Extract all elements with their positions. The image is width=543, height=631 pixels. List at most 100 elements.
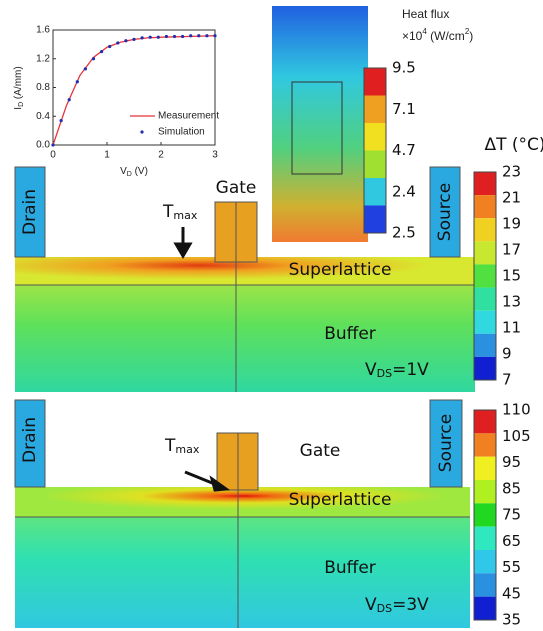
colorbar-segment xyxy=(474,573,496,596)
colorbar-label: 65 xyxy=(502,532,521,550)
colorbar-segment xyxy=(474,410,496,433)
heat-flux-unit: ×104 (W/cm2) xyxy=(402,27,473,43)
source-label: Source xyxy=(435,183,455,241)
colorbar-label: 95 xyxy=(502,453,521,471)
colorbar-label: 21 xyxy=(502,189,521,207)
colorbar-segment xyxy=(364,96,386,124)
colorbar-segment xyxy=(364,206,386,234)
simulation-point xyxy=(92,57,95,60)
colorbar-segment xyxy=(474,527,496,550)
colorbar-segment xyxy=(474,503,496,526)
colorbar-label: 13 xyxy=(502,293,521,311)
colorbar-label: 7 xyxy=(502,371,512,389)
bottom-panel: Drain Source Gate Superlattice Buffer VD… xyxy=(15,400,470,628)
simulation-point xyxy=(197,34,200,37)
colorbar-segment xyxy=(364,178,386,206)
colorbar-label: 19 xyxy=(502,215,521,233)
y-tick-label: 1.2 xyxy=(36,53,50,64)
simulation-point xyxy=(124,39,127,42)
simulation-point xyxy=(108,45,111,48)
heat-flux-map xyxy=(272,6,368,242)
colorbar-segment xyxy=(474,597,496,620)
colorbar-segment xyxy=(474,288,496,311)
colorbar-label: 9.5 xyxy=(392,59,416,77)
simulation-point xyxy=(116,41,119,44)
delta-t-title: ΔT (°C) xyxy=(484,135,543,155)
y-tick-label: 0.0 xyxy=(36,140,50,151)
simulation-point xyxy=(100,50,103,53)
tmax-label: Tmax xyxy=(162,202,198,222)
simulation-point xyxy=(84,67,87,70)
superlattice-label: Superlattice xyxy=(289,260,392,280)
y-tick-label: 1.6 xyxy=(36,25,50,36)
x-tick-label: 3 xyxy=(212,150,218,161)
figure: Heat flux ×104 (W/cm2) ΔT (°C) Drain Sou… xyxy=(0,0,543,631)
colorbar-label: 45 xyxy=(502,584,521,602)
colorbar-segment xyxy=(474,172,496,195)
colorbar-label: 75 xyxy=(502,506,521,524)
colorbar-label: 23 xyxy=(502,163,521,181)
simulation-point xyxy=(165,35,168,38)
colorbar-segment xyxy=(474,218,496,241)
simulation-point xyxy=(76,80,79,83)
colorbar-label: 7.1 xyxy=(392,100,416,118)
simulation-point xyxy=(149,36,152,39)
colorbar-label: 4.7 xyxy=(392,141,416,159)
superlattice xyxy=(15,487,470,517)
superlattice-label: Superlattice xyxy=(289,490,392,510)
gate-label: Gate xyxy=(216,178,257,198)
tmax-label: Tmax xyxy=(164,436,200,456)
colorbar-segment xyxy=(364,68,386,96)
simulation-point xyxy=(132,38,135,41)
x-axis-label: VD (V) xyxy=(120,166,148,178)
simulation-point xyxy=(205,34,208,37)
simulation-point xyxy=(60,119,63,122)
drain-label: Drain xyxy=(20,417,40,463)
bias-label: VDS=1V xyxy=(365,360,429,380)
y-axis-label: ID (A/mm) xyxy=(13,66,25,109)
x-tick-label: 2 xyxy=(158,150,164,161)
colorbar-segment xyxy=(474,480,496,503)
y-tick-label: 0.8 xyxy=(36,82,50,93)
colorbar-segment xyxy=(474,264,496,287)
simulation-point xyxy=(51,143,54,146)
colorbar-segment xyxy=(474,550,496,573)
legend-label: Measurement xyxy=(158,111,219,122)
colorbar-label: 11 xyxy=(502,319,521,337)
colorbar-segment xyxy=(474,195,496,218)
bias-label: VDS=3V xyxy=(365,595,429,615)
simulation-point xyxy=(141,36,144,39)
colorbar-segment xyxy=(474,357,496,380)
colorbar-segment xyxy=(364,151,386,179)
colorbar-segment xyxy=(474,311,496,334)
colorbar-label: 55 xyxy=(502,558,521,576)
simulation-point xyxy=(173,35,176,38)
legend-label: Simulation xyxy=(158,127,205,138)
simulation-point xyxy=(213,34,216,37)
top-panel: Drain Source Gate Superlattice Buffer VD… xyxy=(15,167,475,392)
colorbar-segment xyxy=(474,433,496,456)
colorbar-segment xyxy=(474,241,496,264)
buffer-label: Buffer xyxy=(324,324,376,344)
y-tick-label: 0.4 xyxy=(36,111,50,122)
colorbar-label: 2.5 xyxy=(392,224,416,242)
colorbar-label: 85 xyxy=(502,479,521,497)
simulation-point xyxy=(68,98,71,101)
gate-label: Gate xyxy=(300,441,341,461)
colorbar-label: 17 xyxy=(502,241,521,259)
x-tick-label: 0 xyxy=(50,150,56,161)
colorbar-label: 35 xyxy=(502,611,521,629)
simulation-point xyxy=(181,35,184,38)
source-label: Source xyxy=(436,414,456,472)
colorbar-segment xyxy=(474,334,496,357)
colorbar-label: 9 xyxy=(502,345,512,363)
simulation-point xyxy=(157,36,160,39)
simulation-point xyxy=(189,34,192,37)
legend-swatch xyxy=(140,130,143,133)
colorbar-label: 105 xyxy=(502,427,531,445)
x-tick-label: 1 xyxy=(104,150,110,161)
buffer-label: Buffer xyxy=(324,558,376,578)
colorbar-label: 15 xyxy=(502,267,521,285)
colorbar-label: 2.4 xyxy=(392,182,416,200)
tmax-arrow xyxy=(176,227,190,256)
